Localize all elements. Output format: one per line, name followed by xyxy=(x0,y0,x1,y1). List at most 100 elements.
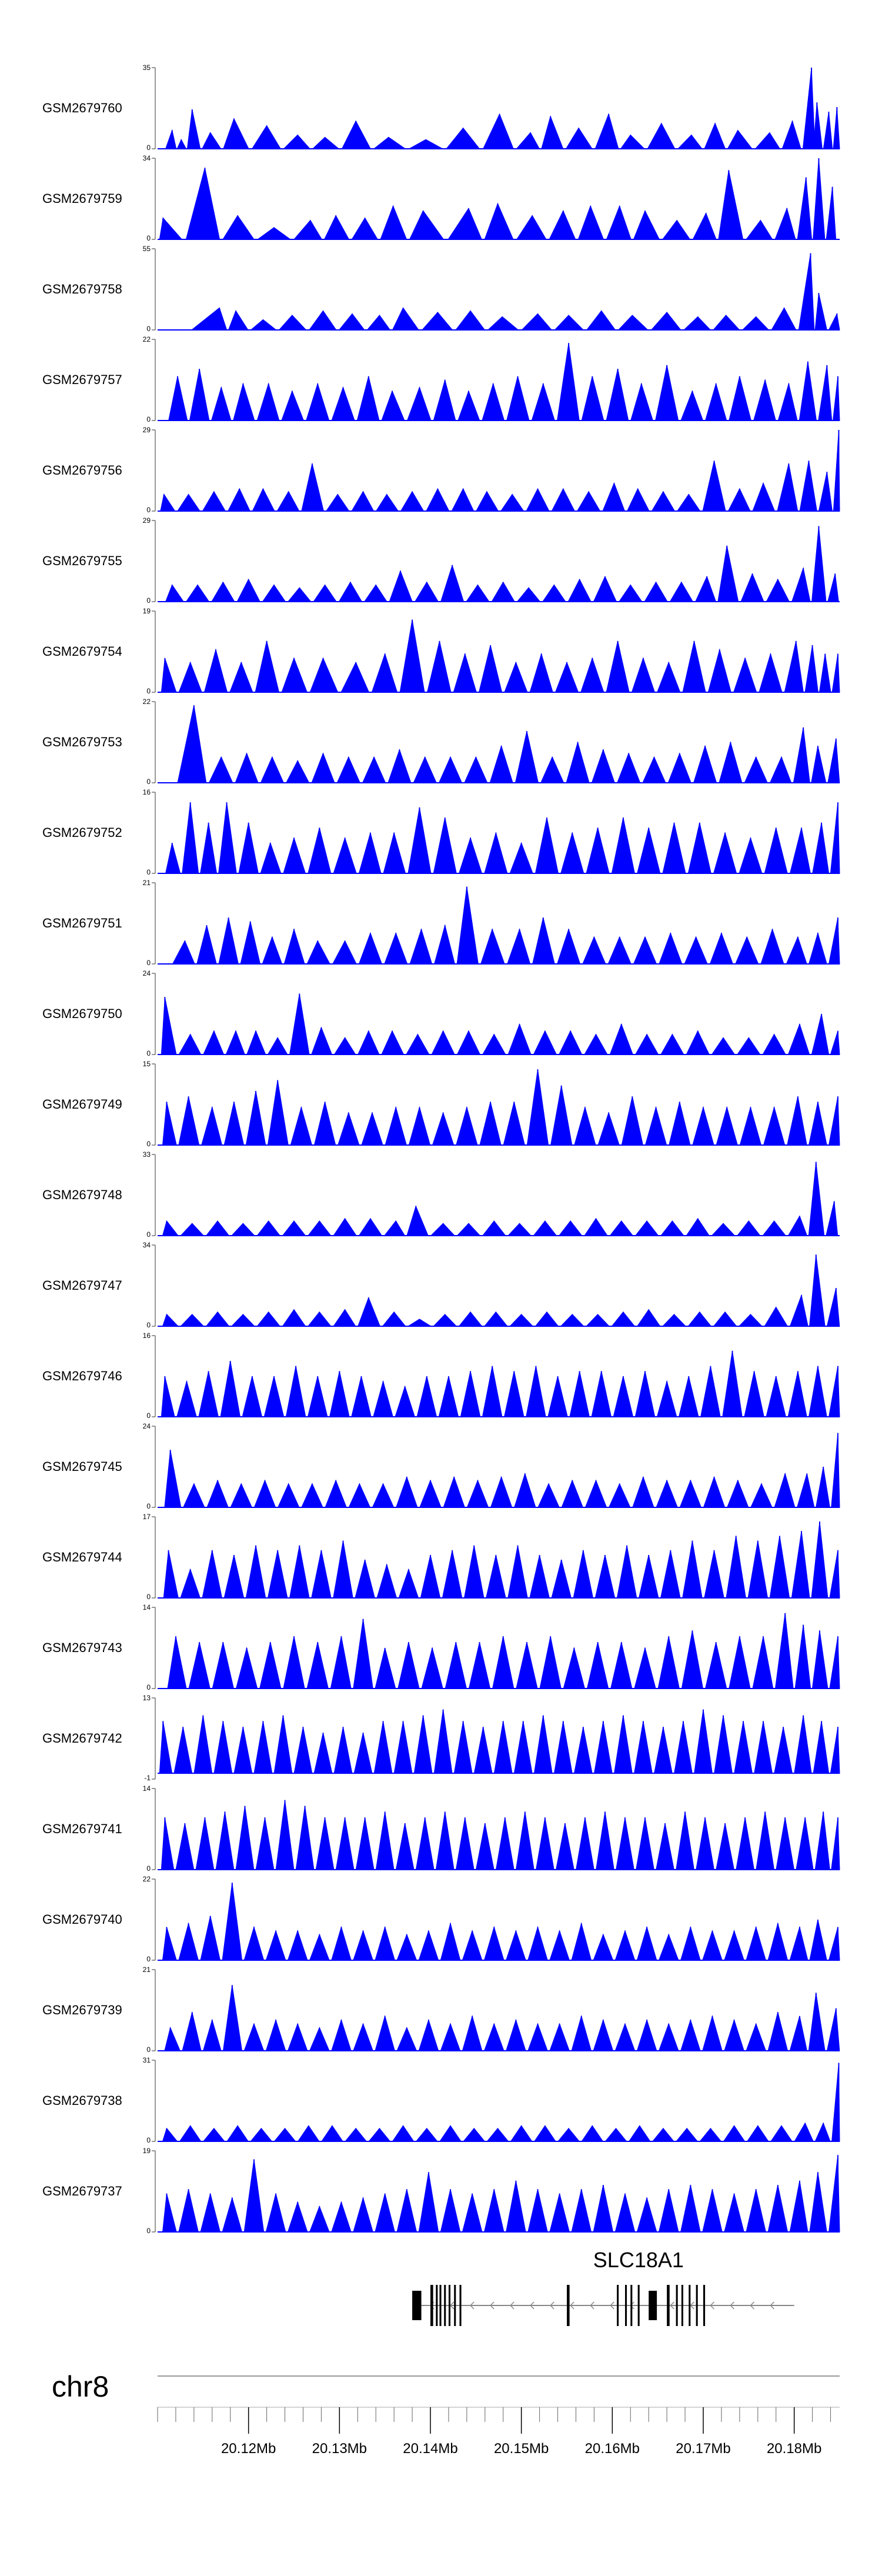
coverage-peak xyxy=(161,1817,175,1870)
y-max-label: 14 xyxy=(143,1784,151,1793)
track-label: GSM2679757 xyxy=(42,372,122,387)
track-gsm2679737: GSM2679737 19 0 xyxy=(42,2147,840,2235)
axis-tick-label: 20.12Mb xyxy=(221,2441,276,2457)
coverage-peak xyxy=(813,102,823,149)
track-label: GSM2679746 xyxy=(42,1369,122,1383)
y-max-label: 34 xyxy=(143,1241,151,1249)
coverage-peak xyxy=(177,705,207,783)
coverage-peak xyxy=(162,1220,179,1236)
coverage-peak xyxy=(306,940,330,965)
track-gsm2679744: GSM2679744 17 0 xyxy=(42,1513,840,1601)
axis-tick-label: 20.16Mb xyxy=(585,2441,640,2457)
gene-slc18a1: SLC18A1 xyxy=(412,2248,794,2326)
coverage-peak xyxy=(482,113,514,149)
coverage-peak xyxy=(162,1313,179,1327)
y-min-label: 0 xyxy=(146,415,151,423)
y-max-label: 21 xyxy=(143,1966,151,1974)
coverage-peak xyxy=(172,940,195,965)
coverage-peak xyxy=(223,118,249,149)
track-gsm2679759: GSM2679759 34 0 xyxy=(42,154,840,242)
gene-exon xyxy=(448,2285,451,2326)
coverage-peak xyxy=(381,390,405,421)
track-label: GSM2679738 xyxy=(42,2093,122,2108)
y-max-label: 29 xyxy=(143,426,151,434)
coverage-peak xyxy=(774,1613,794,1689)
coverage-peak xyxy=(162,2127,178,2142)
axis-tick-label: 20.18Mb xyxy=(767,2441,821,2457)
gene-exon xyxy=(649,2291,657,2320)
coverage-peak xyxy=(769,756,792,783)
y-min-label: 0 xyxy=(146,2136,151,2144)
y-min-label: -1 xyxy=(144,1774,151,1782)
track-gsm2679751: GSM2679751 21 0 xyxy=(42,879,840,967)
track-gsm2679752: GSM2679752 16 0 xyxy=(42,788,840,876)
strand-arrow xyxy=(710,2301,714,2310)
track-label: GSM2679739 xyxy=(42,2003,122,2017)
y-min-label: 0 xyxy=(146,2227,151,2235)
track-gsm2679754: GSM2679754 19 0 xyxy=(42,607,840,695)
coverage-peak xyxy=(165,843,181,874)
coverage-peak xyxy=(233,382,255,421)
coverage-peak xyxy=(827,573,839,602)
coverage-peak xyxy=(796,1473,815,1508)
coverage-peak xyxy=(809,1254,826,1327)
coverage-peak xyxy=(746,219,773,240)
coverage-peak xyxy=(159,1721,173,1774)
track-label: GSM2679754 xyxy=(42,644,122,659)
coverage-peak xyxy=(789,1926,808,1961)
track-gsm2679758: GSM2679758 55 0 xyxy=(42,245,840,333)
coverage-peak xyxy=(617,315,649,331)
strand-arrow xyxy=(530,2301,534,2310)
track-label: GSM2679756 xyxy=(42,463,122,478)
y-max-label: 19 xyxy=(143,607,151,615)
coverage-peak xyxy=(541,115,564,149)
track-label: GSM2679753 xyxy=(42,735,122,749)
gene-exon xyxy=(436,2285,438,2326)
coverage-peak xyxy=(811,746,827,783)
coverage-peak xyxy=(161,997,177,1055)
coverage-peak xyxy=(814,293,827,331)
coverage-peak xyxy=(777,382,798,421)
coverage-peak xyxy=(787,1096,807,1146)
coverage-peak xyxy=(161,1376,175,1417)
coverage-peak xyxy=(826,1201,838,1236)
coverage-peak xyxy=(340,661,370,693)
coverage-peak xyxy=(162,2193,177,2233)
track-label: GSM2679748 xyxy=(42,1187,122,1202)
y-min-label: 0 xyxy=(146,144,151,152)
gene-exon xyxy=(703,2285,706,2326)
coverage-peak xyxy=(383,1220,406,1236)
y-max-label: 14 xyxy=(143,1603,151,1611)
track-label: GSM2679751 xyxy=(42,916,122,930)
track-gsm2679746: GSM2679746 16 0 xyxy=(42,1332,840,1420)
coverage-peak xyxy=(164,2026,181,2051)
coverage-peak xyxy=(754,132,781,149)
coverage-peak xyxy=(373,136,406,149)
y-min-label: 0 xyxy=(146,1502,151,1510)
coverage-peak xyxy=(392,307,420,331)
track-label: GSM2679755 xyxy=(42,553,122,568)
coverage-peak xyxy=(784,640,804,693)
coverage-peak xyxy=(521,313,553,331)
coverage-peak xyxy=(814,1811,830,1870)
gene-exon xyxy=(630,2285,633,2326)
strand-arrow xyxy=(670,2301,674,2310)
track-gsm2679760: GSM2679760 35 0 xyxy=(42,64,840,152)
coverage-peak xyxy=(650,312,681,331)
coverage-peak xyxy=(185,168,220,240)
chromosome-label: chr8 xyxy=(52,2370,109,2403)
track-gsm2679749: GSM2679749 15 0 xyxy=(42,1060,840,1148)
y-max-label: 33 xyxy=(143,1150,151,1159)
coverage-peak xyxy=(293,219,323,240)
coverage-peak xyxy=(826,2008,840,2051)
y-max-label: 35 xyxy=(143,64,151,72)
coverage-peak xyxy=(789,2180,808,2233)
gene-track: SLC18A1 xyxy=(412,2248,794,2326)
coverage-peak xyxy=(718,170,744,240)
coverage-peak xyxy=(797,177,813,240)
coverage-peak xyxy=(818,365,833,421)
gene-exon xyxy=(696,2285,698,2326)
gene-exon xyxy=(637,2285,640,2326)
y-max-label: 29 xyxy=(143,516,151,525)
coverage-peak xyxy=(717,545,739,602)
